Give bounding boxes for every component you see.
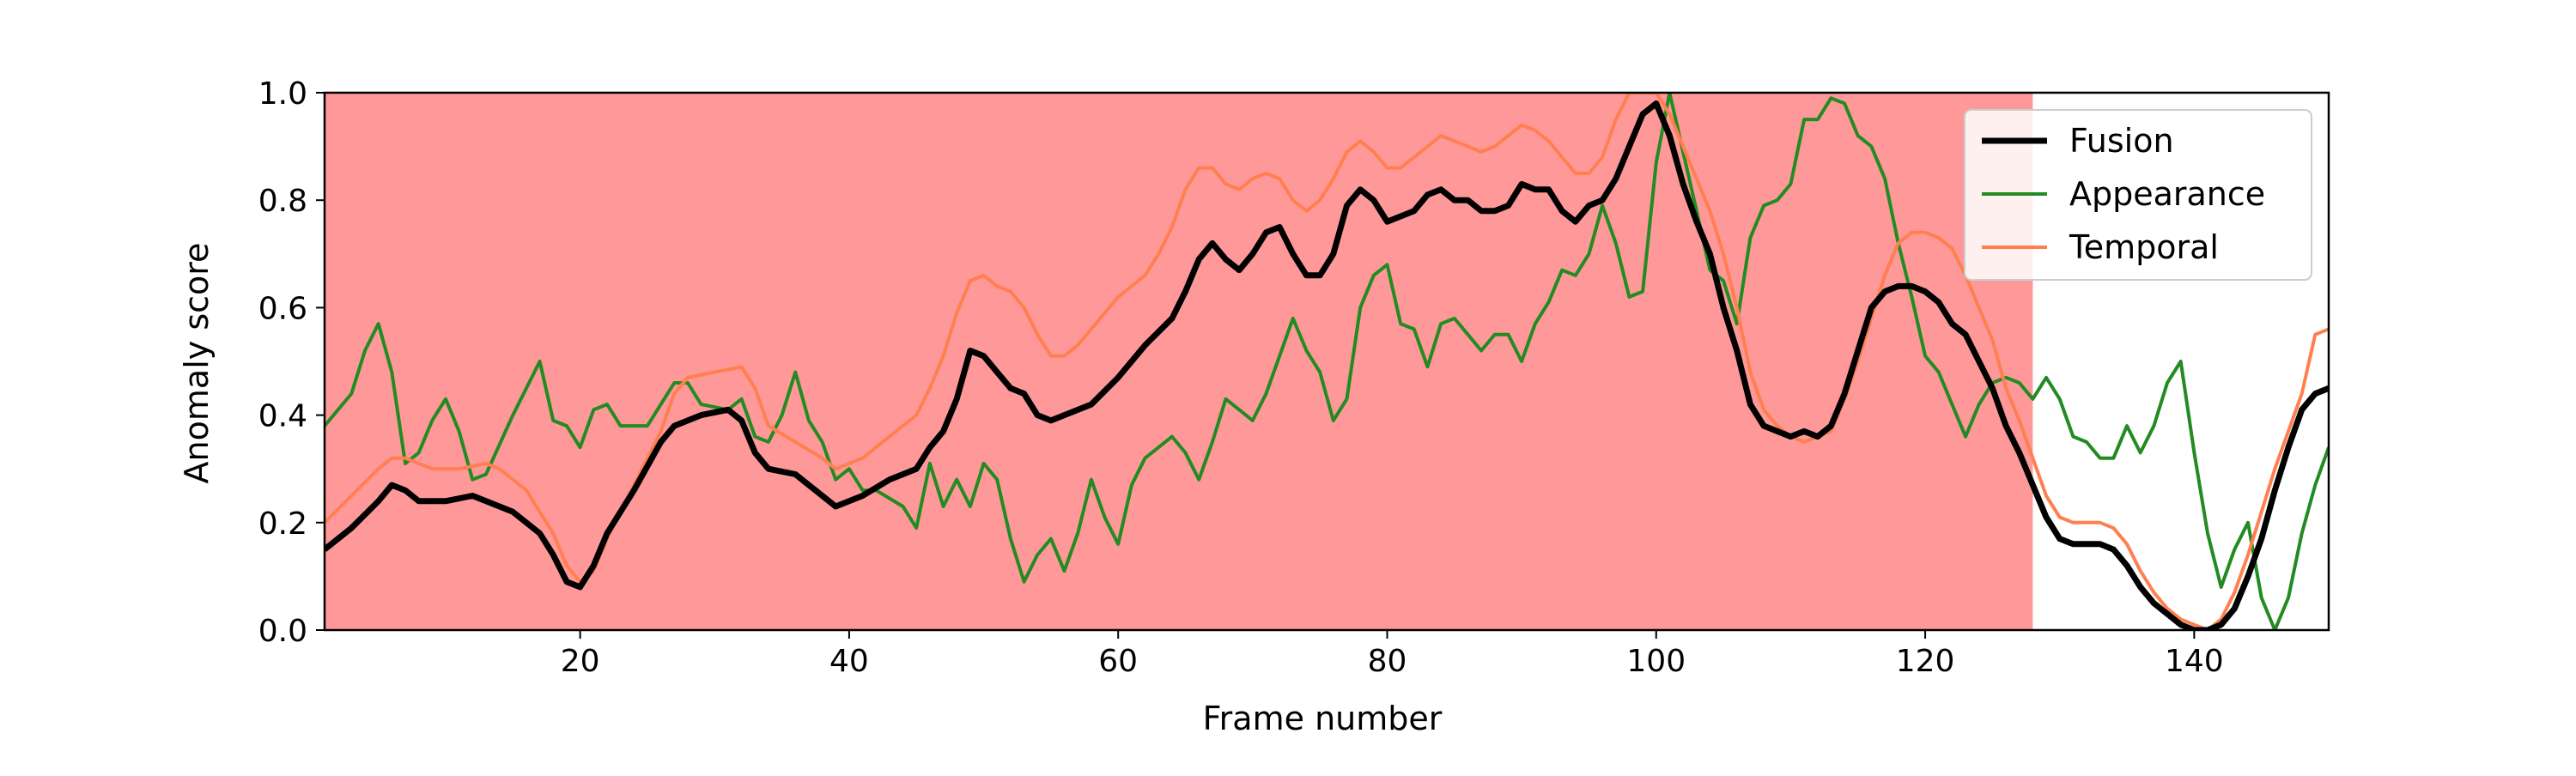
series-line-appearance [325,93,2329,630]
x-tick-label: 40 [829,644,869,679]
plot-frame [323,91,2330,632]
x-tick-label: 20 [561,644,600,679]
x-tick-label: 80 [1368,644,1407,679]
y-tick-label: 0.4 [258,399,307,434]
legend: Fusion Appearance Temporal [1964,109,2312,281]
series-line-fusion [325,100,2329,630]
legend-label-appearance: Appearance [2069,175,2265,213]
y-tick-label: 0.2 [258,506,307,542]
axes: 20 40 60 80 100 120 140 0.0 0.2 0.4 0.6 0.8 1.0 [258,76,2330,679]
x-tick-label: 60 [1098,644,1138,679]
anomaly-region [325,93,2033,630]
x-tick-label: 140 [2165,644,2224,679]
legend-label-fusion: Fusion [2069,122,2174,160]
plot-area [325,93,2329,630]
y-tick-label: 0.6 [258,291,307,326]
y-axis-label: Anomaly score [178,243,216,484]
y-tick-label: 0.0 [258,614,307,649]
y-tick-label: 1.0 [258,76,307,112]
series-line-temporal [325,93,2329,630]
x-axis-label: Frame number [1203,700,1443,737]
x-tick-label: 100 [1626,644,1686,679]
y-tick-label: 0.8 [258,184,307,219]
legend-label-temporal: Temporal [2069,228,2219,266]
legend-box [1964,109,2312,281]
x-tick-label: 120 [1896,644,1955,679]
